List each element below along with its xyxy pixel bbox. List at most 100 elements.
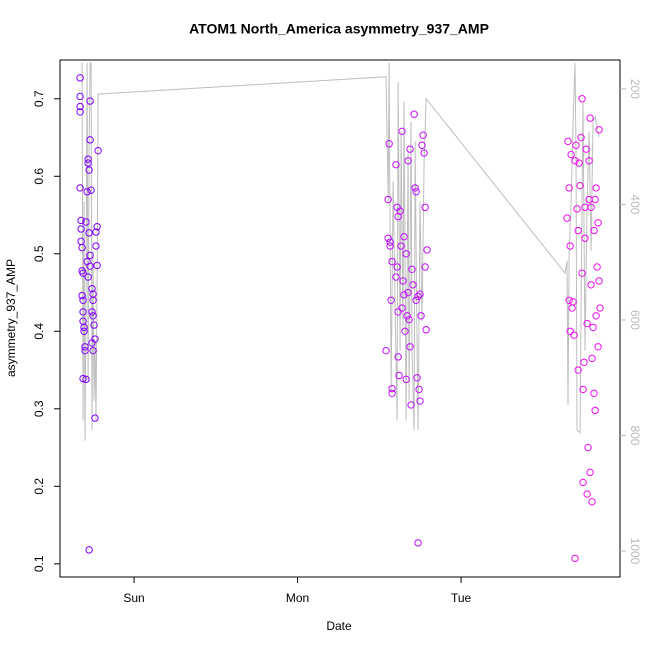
point — [77, 216, 85, 225]
point — [595, 126, 603, 134]
point — [388, 384, 396, 393]
point — [88, 339, 96, 347]
point — [82, 218, 90, 226]
point — [411, 184, 419, 192]
y-tick-label: 0.3 — [32, 400, 46, 417]
point — [422, 326, 430, 334]
point — [89, 296, 97, 304]
point — [76, 108, 84, 116]
y2-tick-label: 1000 — [628, 538, 642, 565]
point — [588, 498, 596, 506]
point — [404, 157, 412, 165]
point — [399, 277, 407, 285]
x-axis-label: Date — [326, 619, 352, 633]
point — [419, 131, 427, 139]
point — [76, 74, 84, 82]
point — [409, 281, 417, 289]
point — [412, 296, 420, 304]
point — [576, 181, 584, 190]
point — [566, 242, 574, 250]
y-axis-label: asymmetry_937_AMP — [4, 259, 18, 377]
point — [589, 323, 597, 332]
point — [581, 234, 589, 242]
point — [382, 346, 390, 355]
point — [403, 312, 411, 320]
y-tick-label: 0.1 — [32, 555, 46, 572]
point — [569, 298, 577, 306]
point — [583, 319, 591, 328]
point — [388, 389, 396, 397]
point — [565, 296, 573, 304]
y-tick-label: 0.5 — [32, 245, 46, 262]
point — [590, 226, 598, 235]
point — [402, 250, 410, 258]
point — [394, 308, 402, 316]
point — [594, 219, 602, 227]
y2-tick-label: 800 — [628, 425, 642, 445]
point — [85, 166, 93, 174]
point — [584, 443, 592, 452]
point — [593, 263, 601, 271]
point — [94, 146, 102, 155]
point — [85, 546, 93, 554]
point — [416, 290, 424, 298]
point — [83, 257, 91, 266]
point — [84, 159, 92, 167]
point — [384, 195, 392, 204]
point — [81, 343, 89, 351]
point — [421, 263, 429, 271]
point — [416, 397, 424, 405]
point — [410, 110, 418, 118]
point — [577, 133, 585, 142]
point — [83, 188, 91, 196]
point — [388, 257, 396, 266]
point — [414, 292, 422, 301]
point — [420, 149, 428, 157]
point — [88, 284, 96, 293]
plot-frame — [59, 59, 621, 578]
point — [592, 312, 600, 320]
point — [587, 281, 595, 289]
point — [563, 214, 571, 222]
point — [79, 269, 87, 277]
point — [564, 137, 572, 146]
point — [587, 203, 595, 211]
point — [574, 226, 582, 235]
point — [415, 385, 423, 394]
point — [417, 312, 425, 320]
point — [89, 312, 97, 320]
point — [400, 233, 408, 241]
point — [578, 95, 586, 103]
point — [401, 327, 409, 335]
point — [400, 291, 408, 299]
point — [86, 97, 94, 105]
point — [93, 261, 101, 270]
point — [76, 102, 84, 111]
point — [408, 265, 416, 273]
point — [76, 184, 84, 192]
point — [580, 358, 588, 366]
point — [414, 539, 422, 547]
point — [406, 145, 414, 153]
point — [385, 140, 393, 148]
y2-tick-label: 600 — [628, 310, 642, 330]
point — [572, 141, 580, 149]
point — [592, 184, 600, 192]
y2-tick-label: 400 — [628, 194, 642, 214]
point — [596, 304, 604, 312]
point — [86, 136, 94, 144]
point — [579, 478, 587, 487]
point — [396, 207, 404, 215]
point — [588, 354, 596, 363]
point — [594, 343, 602, 351]
point — [398, 304, 406, 312]
point — [566, 327, 574, 335]
y2-tick-label: 200 — [628, 79, 642, 99]
x-tick-label: Sun — [123, 591, 144, 605]
point — [88, 308, 96, 316]
x-tick-label: Mon — [286, 591, 309, 605]
point — [78, 291, 86, 300]
point — [392, 160, 400, 169]
point — [92, 228, 100, 236]
point — [590, 389, 598, 397]
